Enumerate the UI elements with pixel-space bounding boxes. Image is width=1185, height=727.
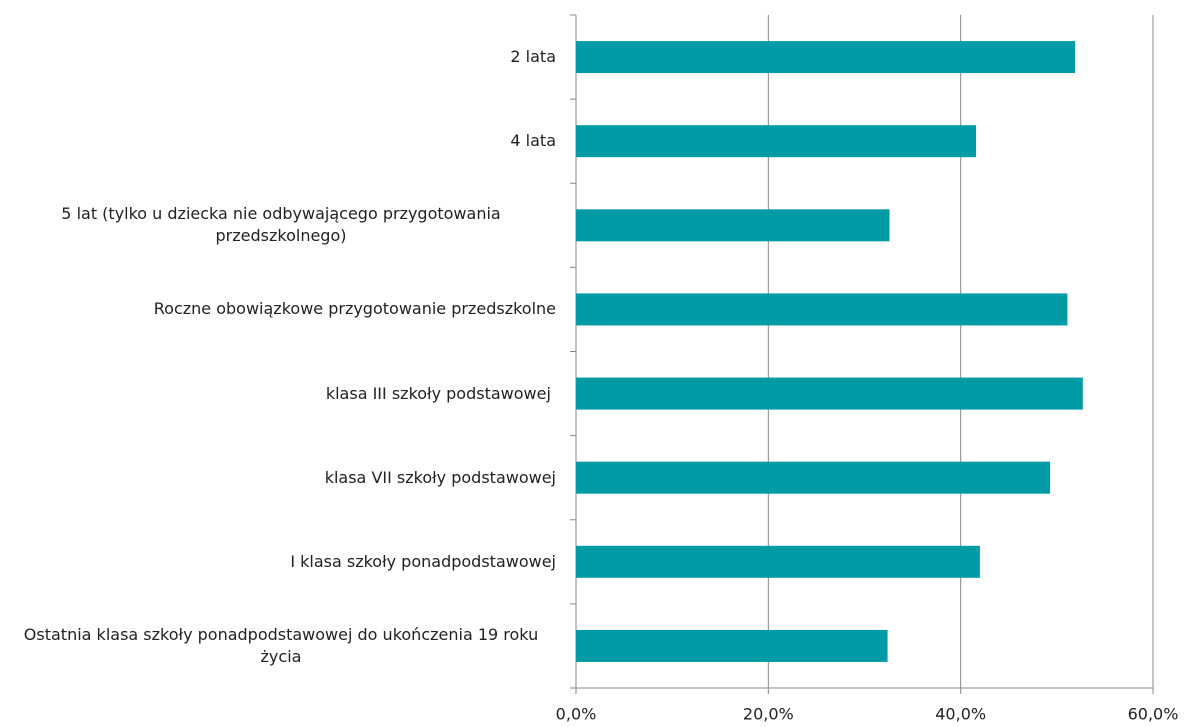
y-tick-label: 4 lata [510, 131, 556, 151]
bar [576, 377, 1083, 410]
category-label-box: I klasa szkoły ponadpodstawowej [0, 520, 556, 604]
x-tick-label: 40,0% [935, 705, 986, 724]
bar [576, 209, 890, 242]
bar [576, 545, 980, 578]
x-tick-label: 60,0% [1128, 705, 1179, 724]
bar [576, 461, 1051, 494]
y-tick-label: klasa III szkoły podstawowej [325, 383, 556, 403]
x-tick-label: 20,0% [743, 705, 794, 724]
category-label-box: klasa III szkoły podstawowej [0, 352, 556, 436]
category-label-box: 2 lata [0, 15, 556, 99]
y-tick-label: Ostatnia klasa szkoły ponadpodstawowej d… [23, 624, 544, 666]
category-label-box: Ostatnia klasa szkoły ponadpodstawowej d… [0, 604, 556, 688]
x-tick-label: 0,0% [556, 705, 597, 724]
category-label-box: klasa VII szkoły podstawowej [0, 436, 556, 520]
category-label-box: Roczne obowiązkowe przygotowanie przedsz… [0, 267, 556, 351]
y-tick-label: 2 lata [510, 47, 556, 67]
bar [576, 293, 1068, 326]
bar [576, 125, 977, 158]
y-tick-label: 5 lat (tylko u dziecka nie odbywającego … [61, 204, 506, 246]
category-label-box: 4 lata [0, 99, 556, 183]
bar [576, 629, 888, 662]
y-tick-label: Roczne obowiązkowe przygotowanie przedsz… [153, 299, 556, 319]
y-tick-label: I klasa szkoły ponadpodstawowej [290, 551, 556, 571]
bar [576, 41, 1076, 74]
category-label-box: 5 lat (tylko u dziecka nie odbywającego … [0, 183, 556, 267]
y-tick-label: klasa VII szkoły podstawowej [324, 467, 556, 487]
